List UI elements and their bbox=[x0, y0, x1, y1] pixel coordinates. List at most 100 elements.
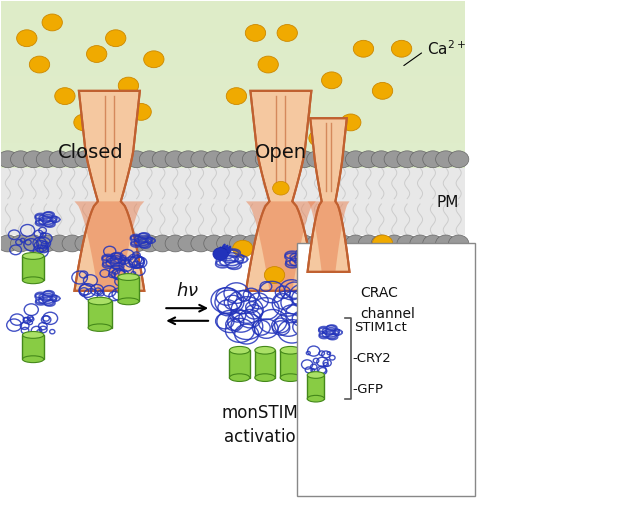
Circle shape bbox=[258, 56, 278, 73]
Circle shape bbox=[88, 151, 108, 168]
Ellipse shape bbox=[230, 346, 249, 354]
Bar bbox=[230, 350, 249, 378]
Circle shape bbox=[178, 151, 198, 168]
Polygon shape bbox=[308, 202, 350, 272]
Bar bbox=[1, 110, 465, 118]
Circle shape bbox=[126, 235, 147, 252]
Bar bbox=[22, 335, 44, 359]
Circle shape bbox=[268, 151, 288, 168]
Circle shape bbox=[384, 235, 404, 252]
Circle shape bbox=[87, 45, 107, 62]
Ellipse shape bbox=[88, 324, 112, 331]
Circle shape bbox=[152, 151, 172, 168]
Circle shape bbox=[436, 235, 456, 252]
Bar bbox=[1, 93, 465, 101]
Circle shape bbox=[392, 40, 412, 57]
Circle shape bbox=[353, 40, 374, 57]
Bar bbox=[1, 18, 465, 26]
Circle shape bbox=[322, 245, 342, 262]
Bar bbox=[1, 34, 465, 43]
Text: Ca$^{2+}$: Ca$^{2+}$ bbox=[427, 39, 466, 58]
Bar bbox=[1, 101, 465, 110]
Bar bbox=[1, 134, 465, 143]
Circle shape bbox=[302, 248, 317, 260]
Circle shape bbox=[294, 235, 315, 252]
Circle shape bbox=[307, 235, 327, 252]
Circle shape bbox=[353, 272, 374, 289]
Circle shape bbox=[307, 151, 327, 168]
Bar bbox=[1, 51, 465, 60]
Circle shape bbox=[423, 151, 443, 168]
Circle shape bbox=[449, 235, 469, 252]
Circle shape bbox=[281, 151, 301, 168]
Circle shape bbox=[74, 114, 94, 131]
Polygon shape bbox=[75, 91, 144, 291]
Bar bbox=[88, 301, 112, 327]
Circle shape bbox=[55, 88, 75, 105]
Circle shape bbox=[264, 267, 285, 284]
Circle shape bbox=[332, 151, 353, 168]
Circle shape bbox=[371, 235, 392, 252]
Circle shape bbox=[320, 235, 340, 252]
Circle shape bbox=[359, 235, 379, 252]
Bar bbox=[1, 2, 465, 168]
Circle shape bbox=[294, 151, 315, 168]
Polygon shape bbox=[308, 118, 350, 272]
Circle shape bbox=[255, 151, 276, 168]
Circle shape bbox=[62, 235, 82, 252]
Ellipse shape bbox=[230, 374, 249, 381]
Circle shape bbox=[114, 235, 134, 252]
Circle shape bbox=[24, 235, 44, 252]
Circle shape bbox=[144, 51, 164, 68]
Circle shape bbox=[449, 151, 469, 168]
Text: Open: Open bbox=[255, 143, 307, 162]
Circle shape bbox=[341, 114, 361, 131]
Circle shape bbox=[233, 240, 253, 257]
Bar bbox=[1, 85, 465, 93]
Bar bbox=[255, 350, 275, 378]
Ellipse shape bbox=[308, 395, 324, 402]
Circle shape bbox=[230, 151, 250, 168]
Circle shape bbox=[165, 235, 186, 252]
Circle shape bbox=[242, 151, 263, 168]
Bar bbox=[1, 118, 465, 126]
Circle shape bbox=[436, 151, 456, 168]
Circle shape bbox=[320, 151, 340, 168]
Circle shape bbox=[371, 151, 392, 168]
Circle shape bbox=[0, 151, 18, 168]
Ellipse shape bbox=[280, 374, 300, 381]
Bar bbox=[1, 126, 465, 134]
Polygon shape bbox=[246, 91, 316, 291]
Bar bbox=[1, 252, 465, 527]
Circle shape bbox=[105, 30, 126, 47]
Circle shape bbox=[131, 104, 151, 120]
Circle shape bbox=[11, 235, 31, 252]
Bar bbox=[1, 43, 465, 51]
Circle shape bbox=[217, 151, 237, 168]
Bar bbox=[1, 26, 465, 34]
Circle shape bbox=[139, 151, 160, 168]
Circle shape bbox=[139, 235, 160, 252]
Ellipse shape bbox=[22, 356, 44, 362]
Circle shape bbox=[152, 235, 172, 252]
Circle shape bbox=[345, 235, 366, 252]
Circle shape bbox=[191, 235, 211, 252]
Bar bbox=[1, 143, 465, 151]
Text: PM: PM bbox=[436, 195, 459, 210]
Circle shape bbox=[36, 151, 57, 168]
Circle shape bbox=[397, 235, 417, 252]
Polygon shape bbox=[75, 202, 144, 291]
Bar bbox=[1, 159, 465, 168]
Circle shape bbox=[246, 24, 265, 41]
Circle shape bbox=[62, 151, 82, 168]
Circle shape bbox=[410, 235, 430, 252]
Text: -CRY2: -CRY2 bbox=[353, 352, 392, 365]
Bar bbox=[1, 151, 465, 159]
Circle shape bbox=[0, 235, 18, 252]
Circle shape bbox=[75, 151, 95, 168]
Circle shape bbox=[373, 83, 392, 99]
Text: CRAC: CRAC bbox=[360, 286, 398, 300]
Circle shape bbox=[24, 151, 44, 168]
Circle shape bbox=[114, 151, 134, 168]
Bar bbox=[1, 168, 465, 235]
